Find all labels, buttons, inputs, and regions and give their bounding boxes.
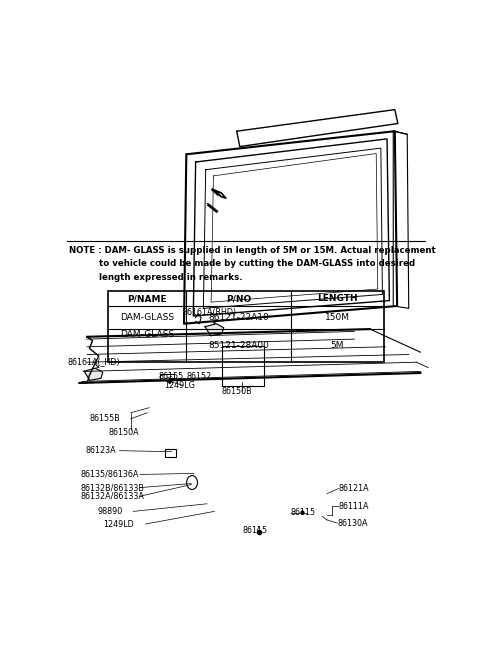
Text: 86123A: 86123A xyxy=(85,446,116,455)
Text: 86111A: 86111A xyxy=(338,502,369,510)
Text: 86132A/86133A: 86132A/86133A xyxy=(81,491,144,501)
Bar xyxy=(109,329,186,330)
Text: 5M: 5M xyxy=(330,341,344,350)
Text: 86161A(RHD): 86161A(RHD) xyxy=(183,308,237,317)
Text: to vehicle could be made by cutting the DAM-GLASS into desired: to vehicle could be made by cutting the … xyxy=(69,260,415,269)
Text: 150M: 150M xyxy=(324,313,349,323)
Text: 86150B: 86150B xyxy=(222,387,252,396)
Text: LENGTH: LENGTH xyxy=(317,294,358,304)
Text: length expressed in remarks.: length expressed in remarks. xyxy=(69,273,243,282)
Text: 86152: 86152 xyxy=(186,372,212,381)
Text: 85121-28A00: 85121-28A00 xyxy=(208,341,269,350)
Text: DAM-GLASS: DAM-GLASS xyxy=(120,330,175,339)
Text: 86132B/86133B: 86132B/86133B xyxy=(81,483,144,492)
Polygon shape xyxy=(205,324,224,336)
Text: P/NO: P/NO xyxy=(226,294,251,304)
Text: 86155B: 86155B xyxy=(90,415,120,423)
Bar xyxy=(165,449,176,457)
Text: 1249LG: 1249LG xyxy=(164,381,195,390)
Text: 86121-22A10: 86121-22A10 xyxy=(208,313,269,323)
Text: 86155: 86155 xyxy=(158,372,184,381)
Text: 86130A: 86130A xyxy=(337,518,368,528)
Text: DAM-GLASS: DAM-GLASS xyxy=(120,313,175,323)
Text: P/NAME: P/NAME xyxy=(128,294,167,304)
Bar xyxy=(160,374,174,380)
Text: 98890: 98890 xyxy=(97,507,122,516)
Text: 1249LD: 1249LD xyxy=(103,520,133,528)
Bar xyxy=(108,291,384,362)
Text: 86121A: 86121A xyxy=(338,484,369,493)
Text: 86115: 86115 xyxy=(290,509,316,518)
Text: 86161A(_HD): 86161A(_HD) xyxy=(67,357,120,366)
Text: 86115: 86115 xyxy=(242,526,267,535)
Text: NOTE : DAM- GLASS is supplied in length of 5M or 15M. Actual replacement: NOTE : DAM- GLASS is supplied in length … xyxy=(69,246,436,255)
Text: 86150A: 86150A xyxy=(108,428,139,438)
Text: 86135/86136A: 86135/86136A xyxy=(81,470,139,479)
Polygon shape xyxy=(84,368,103,380)
Bar xyxy=(222,346,264,386)
